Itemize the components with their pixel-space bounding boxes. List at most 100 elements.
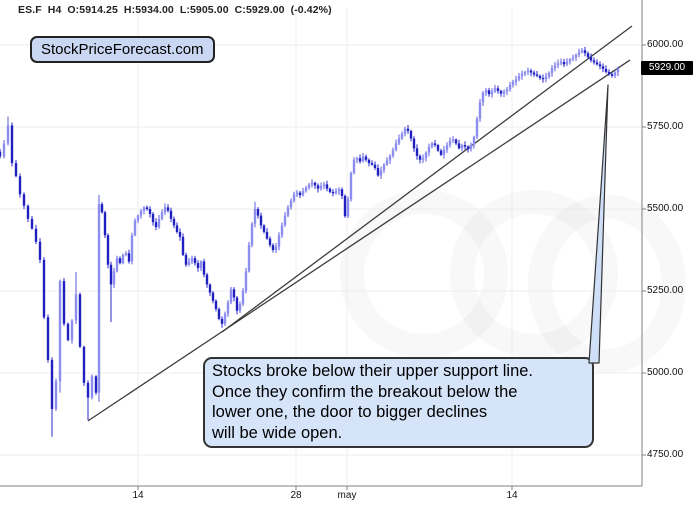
candle-body — [598, 64, 602, 67]
candle-body — [373, 164, 377, 168]
candle-body — [166, 207, 170, 211]
candle-body — [46, 317, 50, 360]
candle-body — [310, 182, 314, 185]
candle-body — [142, 207, 146, 211]
candle-body — [394, 143, 398, 150]
candle-body — [54, 381, 58, 410]
y-axis-label: 4750.00 — [647, 449, 684, 460]
candle-body — [562, 62, 566, 65]
candle-body — [220, 318, 224, 324]
annotation-line: Stocks broke below their upper support l… — [212, 362, 534, 380]
candle-body — [286, 207, 290, 216]
candle-body — [121, 254, 125, 264]
candle-body — [14, 163, 18, 177]
candle-body — [226, 302, 230, 314]
candle-body — [124, 253, 128, 255]
annotation-box[interactable]: Stocks broke below their upper support l… — [203, 357, 594, 448]
candle-body — [436, 145, 440, 151]
y-axis-label: 5500.00 — [647, 203, 684, 214]
candle-body — [376, 168, 380, 176]
y-axis-label: 5000.00 — [647, 367, 684, 378]
candle-body — [115, 258, 119, 272]
candle-body — [181, 236, 185, 255]
candle-body — [361, 156, 365, 162]
candle-body — [550, 67, 554, 73]
candle-body — [253, 209, 257, 224]
candle-body — [574, 54, 578, 58]
candle-body — [262, 225, 266, 232]
candle-body — [103, 212, 107, 236]
candle-body — [472, 136, 476, 146]
candle-body — [490, 91, 494, 95]
candle-body — [418, 155, 422, 160]
candle-body — [199, 261, 203, 269]
candle-body — [82, 346, 86, 383]
candle-body — [94, 376, 98, 393]
candle-body — [232, 289, 236, 298]
x-axis-label: 14 — [506, 490, 518, 501]
candle-body — [565, 61, 569, 65]
candle-body — [379, 170, 383, 176]
candle-body — [169, 210, 173, 219]
x-axis-label: 28 — [290, 490, 302, 501]
y-axis-label: 5250.00 — [647, 285, 684, 296]
upper-support-line[interactable] — [221, 25, 633, 333]
candle-body — [337, 189, 341, 191]
candle-body — [454, 139, 458, 144]
candle-body — [118, 258, 122, 264]
candle-body — [415, 148, 419, 156]
candle-body — [172, 218, 176, 226]
candle-body — [30, 218, 34, 229]
candle-body — [520, 73, 524, 77]
candle-body — [580, 50, 584, 53]
candle-body — [346, 199, 350, 217]
candle-body — [26, 205, 30, 219]
y-axis-label: 5750.00 — [647, 121, 684, 132]
candle-body — [208, 284, 212, 293]
candle-body — [319, 186, 323, 189]
candle-body — [553, 65, 557, 68]
y-axis-label: 6000.00 — [647, 39, 684, 50]
candle-body — [475, 118, 479, 137]
candle-body — [430, 143, 434, 147]
candle-body — [244, 271, 248, 291]
candle-body — [364, 156, 368, 160]
candle-body — [148, 209, 152, 214]
candle-body — [484, 90, 488, 93]
candle-body — [586, 53, 590, 58]
candle-body — [583, 50, 587, 54]
candle-body — [325, 184, 329, 189]
candle-body — [355, 158, 359, 160]
candle-body — [352, 159, 356, 173]
candle-body — [238, 304, 242, 311]
candle-body — [406, 128, 410, 131]
candle-body — [421, 158, 425, 160]
candle-body — [412, 138, 416, 149]
candle-body — [109, 264, 113, 285]
candle-body — [544, 76, 548, 80]
candle-body — [391, 149, 395, 156]
candle-body — [448, 140, 452, 146]
candle-body — [571, 57, 575, 60]
candle-body — [538, 75, 542, 79]
candle-body — [535, 74, 539, 76]
candle-body — [22, 194, 26, 206]
candle-body — [268, 238, 272, 246]
candle-body — [322, 184, 326, 187]
lower-support-line[interactable] — [87, 59, 631, 422]
candle-body — [466, 146, 470, 150]
site-logo-badge: StockPriceForecast.com — [30, 36, 215, 63]
candle-body — [139, 210, 143, 216]
ohlc-header: ES.F H4 O:5914.25 H:5934.00 L:5905.00 C:… — [18, 4, 332, 16]
candle-body — [307, 184, 311, 188]
candle-body — [283, 215, 287, 226]
candle-body — [106, 235, 110, 265]
candle-body — [541, 78, 545, 80]
candle-body — [298, 192, 302, 196]
candle-body — [214, 300, 218, 310]
candle-body — [62, 281, 66, 324]
candle-body — [0, 151, 2, 157]
candle-body — [508, 85, 512, 90]
annotation-line: lower one, the door to bigger declines — [212, 403, 488, 421]
